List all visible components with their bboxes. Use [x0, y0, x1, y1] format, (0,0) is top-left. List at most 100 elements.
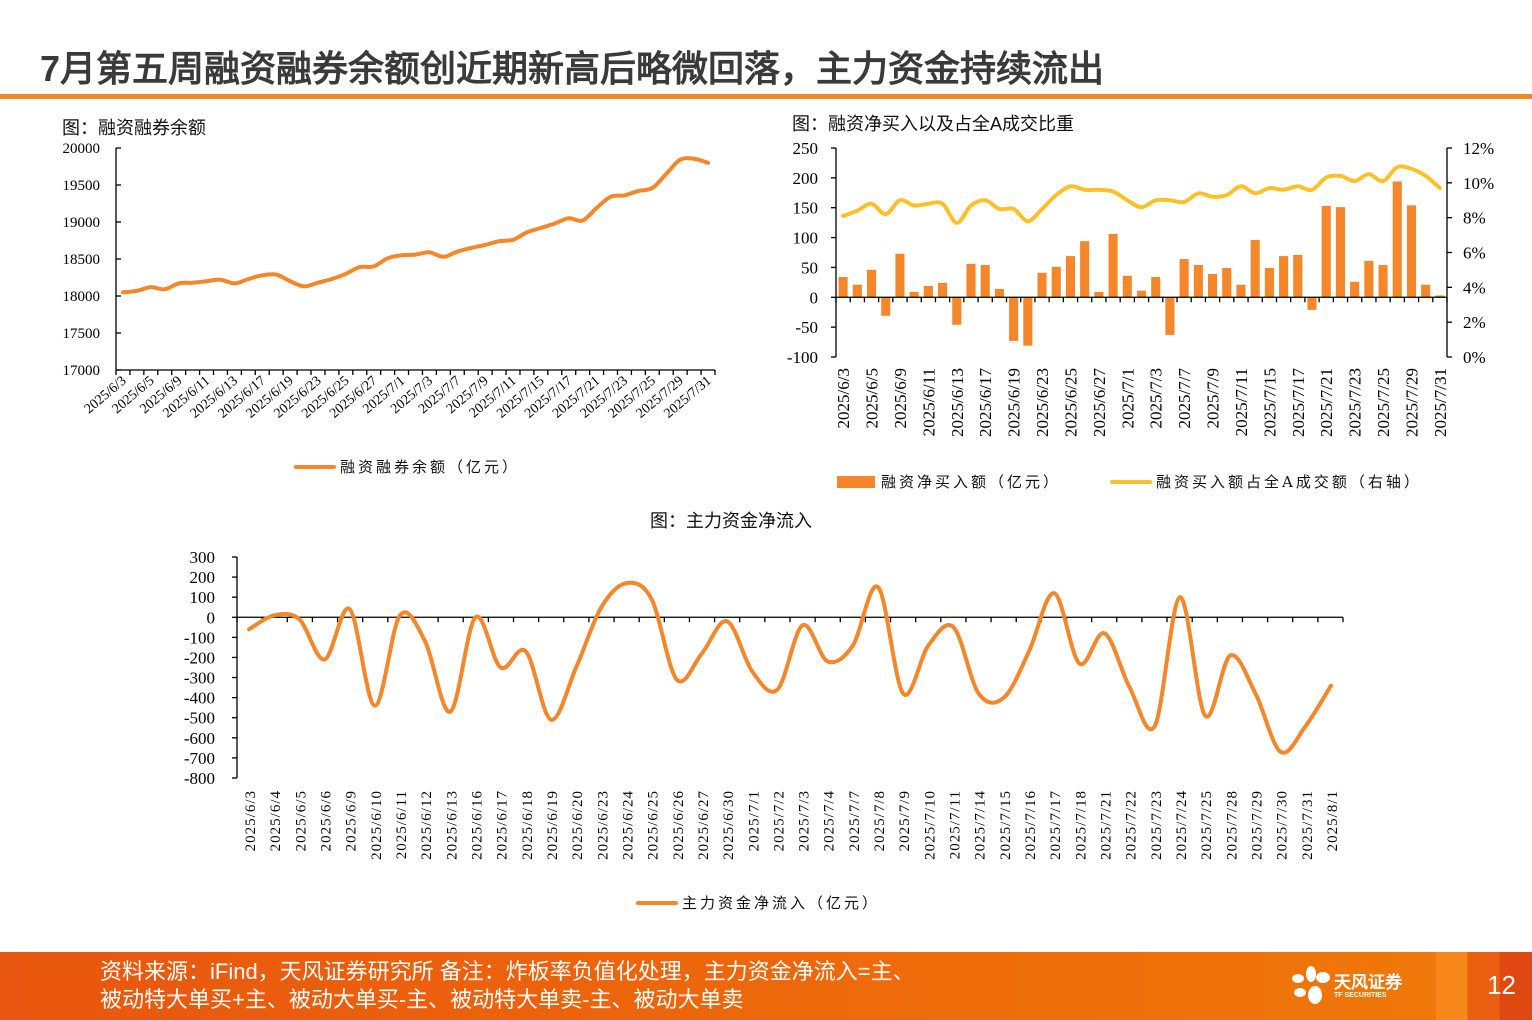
x-tick-label: 2025/6/5: [863, 368, 882, 428]
bar: [1307, 297, 1317, 310]
x-tick-label: 2025/7/1: [1118, 368, 1137, 428]
bar: [1023, 297, 1033, 346]
y-tick-label: 150: [793, 199, 819, 218]
bar: [1165, 297, 1175, 335]
bar: [1364, 260, 1374, 298]
chart3-legend: 主力资金净流入（亿元）: [636, 892, 880, 913]
x-tick-label: 2025/7/14: [973, 790, 989, 860]
y-tick-label: -100: [184, 628, 215, 647]
y2-tick-label: 0%: [1463, 348, 1486, 367]
y-tick-label: 100: [190, 588, 216, 607]
x-tick-label: 2025/6/3: [834, 368, 853, 428]
x-tick-label: 2025/7/10: [922, 790, 938, 860]
x-tick-label: 2025/7/11: [948, 790, 964, 859]
bar: [909, 291, 919, 298]
x-tick-label: 2025/7/29: [1250, 790, 1266, 860]
x-tick-label: 2025/7/7: [1175, 368, 1194, 429]
bar: [1151, 276, 1161, 298]
source-note: 资料来源：iFind，天风证券研究所 备注：炸板率负值化处理，主力资金净流入=主…: [100, 959, 915, 1012]
bar: [1065, 256, 1076, 298]
x-tick-label: 2025/6/13: [948, 368, 967, 437]
y-tick-label: 17500: [63, 326, 101, 342]
x-tick-label: 2025/7/29: [1402, 368, 1421, 437]
x-tick-label: 2025/6/24: [620, 790, 636, 860]
legend-swatch-line: [636, 900, 678, 905]
tf-securities-logo: 天风证券 TF SECURITIES: [1292, 966, 1402, 1006]
x-tick-label: 2025/7/9: [897, 790, 913, 851]
x-tick-label: 2025/6/12: [419, 790, 435, 860]
x-tick-label: 2025/6/27: [696, 790, 712, 860]
chart2-net-buy: -100 -50 0 50 100 150 200 250 0% 2% 4% 6% 8% 10% 12% 20…: [787, 139, 1494, 437]
x-tick-label: 2025/7/17: [1048, 790, 1064, 860]
legend-label: 主力资金净流入（亿元）: [682, 894, 881, 912]
bar: [895, 253, 905, 298]
x-tick-label: 2025/7/16: [1023, 790, 1039, 860]
x-tick-label: 2025/6/10: [369, 790, 385, 860]
bar: [980, 265, 990, 298]
chart1-legend: 融资融券余额（亿元）: [294, 456, 520, 477]
x-tick-label: 2025/6/11: [394, 790, 410, 859]
y-tick-label: 19500: [63, 178, 101, 194]
y-tick-label: 100: [793, 229, 819, 248]
bar: [938, 282, 948, 298]
series-line-main-fund: [247, 580, 1333, 755]
x-tick-label: 2025/7/31: [1431, 368, 1450, 437]
x-tick-label: 2025/6/25: [1061, 368, 1080, 437]
y-tick-label: 0: [810, 288, 819, 307]
bar: [1350, 281, 1360, 298]
y-tick-label: 0: [207, 608, 216, 627]
x-tick-label: 2025/6/19: [1005, 368, 1024, 437]
legend-swatch-line: [1110, 479, 1152, 484]
x-tick-label: 2025/7/11: [1232, 368, 1251, 436]
bar: [1179, 259, 1189, 298]
bar: [1264, 268, 1274, 298]
chart2-legend-bar: 融资净买入额（亿元）: [837, 471, 1061, 492]
chart1-margin-balance: 170001750018000185001900019500200002025/…: [63, 141, 716, 422]
x-tick-label: 2025/7/3: [797, 790, 813, 851]
y-tick-label: -800: [184, 769, 215, 788]
y-tick-label: -700: [184, 749, 215, 768]
y-tick-label: 18500: [63, 252, 101, 268]
x-tick-label: 2025/7/22: [1124, 790, 1140, 860]
bar: [1080, 241, 1090, 298]
x-tick-label: 2025/7/31: [1300, 790, 1316, 860]
x-tick-label: 2025/6/23: [1033, 368, 1052, 437]
x-tick-label: 2025/7/25: [1199, 790, 1215, 860]
y-tick-label: -200: [184, 648, 215, 667]
bar: [1207, 273, 1218, 298]
bar: [1435, 295, 1445, 298]
x-tick-label: 2025/6/5: [293, 790, 309, 851]
x-tick-label: 2025/7/24: [1174, 790, 1190, 860]
footer-bar: 资料来源：iFind，天风证券研究所 备注：炸板率负值化处理，主力资金净流入=主…: [0, 952, 1532, 1020]
bar: [866, 269, 877, 298]
chart3-main-fund-flow: -800-700-600-500-400-300 -200-10001002003…: [184, 548, 1344, 860]
x-tick-label: 2025/6/19: [545, 790, 561, 860]
bar: [1122, 275, 1132, 298]
bar: [1051, 266, 1061, 298]
legend-swatch-bar: [837, 475, 875, 488]
x-tick-label: 2025/7/15: [998, 790, 1014, 860]
x-tick-label: 2025/6/25: [646, 790, 662, 860]
page-number: 12: [1487, 970, 1516, 1000]
bar: [1335, 207, 1345, 298]
bar: [1392, 181, 1402, 298]
bar: [1279, 256, 1289, 298]
x-tick-label: 2025/7/3: [1147, 368, 1166, 428]
x-tick-label: 2025/7/17: [1289, 368, 1308, 437]
bar: [952, 297, 962, 325]
page-title: 7月第五周融资融券余额创近期新高后略微回落，主力资金持续流出: [40, 48, 1105, 89]
y2-tick-label: 2%: [1463, 313, 1486, 332]
y-tick-label: 200: [793, 169, 819, 188]
x-tick-label: 2025/6/17: [495, 790, 511, 860]
bar: [994, 288, 1004, 298]
y-tick-label: 200: [190, 568, 216, 587]
x-tick-label: 2025/6/9: [891, 368, 910, 428]
chart3-title: 图：主力资金净流入: [650, 511, 812, 531]
y-tick-label: -300: [184, 669, 215, 688]
bar: [1037, 272, 1047, 298]
y2-tick-label: 12%: [1463, 139, 1494, 158]
bar: [1094, 291, 1104, 298]
y-tick-label: 18000: [63, 289, 101, 305]
x-tick-label: 2025/7/9: [1204, 368, 1223, 428]
decor-blocks: [1436, 952, 1532, 1020]
